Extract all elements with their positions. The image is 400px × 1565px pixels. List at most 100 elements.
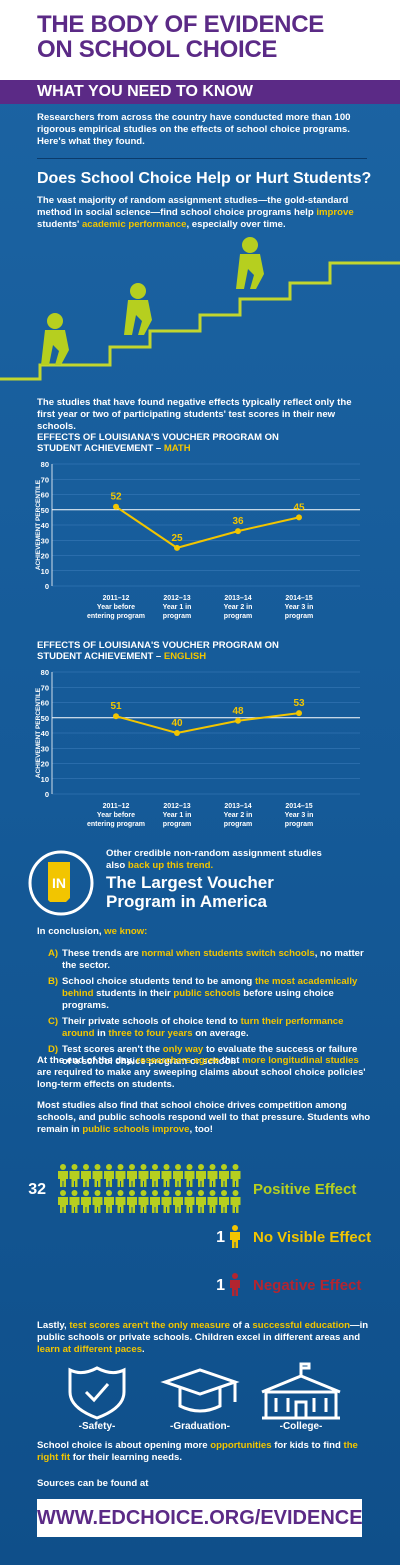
person-head	[221, 1190, 227, 1196]
data-label: 40	[171, 718, 183, 729]
y-axis-label: ACHIEVEMENT PERCENTILE	[35, 687, 42, 778]
data-point	[235, 528, 241, 535]
list-letter: C)	[48, 1016, 59, 1027]
person-head	[232, 1164, 239, 1170]
text-segment: opportunities	[210, 1440, 272, 1451]
text-segment: successful education	[252, 1320, 350, 1331]
y-axis-label: ACHIEVEMENT PERCENTILE	[35, 479, 42, 570]
outcome-label: -College-	[280, 1421, 323, 1432]
x-tick-label: 2013–14	[224, 595, 251, 602]
y-tick-label: 50	[41, 506, 49, 515]
y-tick-label: 0	[45, 790, 49, 799]
person-body	[69, 1171, 80, 1187]
y-tick-label: 60	[41, 491, 49, 500]
url: WWW.EDCHOICE.ORG/EVIDENCE	[37, 1499, 363, 1537]
y-tick-label: 30	[41, 744, 49, 753]
x-tick-label: 2011–12	[103, 803, 130, 810]
text-segment: , especially over time.	[186, 219, 286, 230]
person-head	[209, 1190, 216, 1196]
person-body	[81, 1171, 91, 1187]
person-body	[219, 1197, 229, 1213]
sources: Sources can be found at	[37, 1478, 149, 1489]
person-body	[138, 1171, 149, 1187]
text-segment: .	[142, 1344, 145, 1355]
data-label: 48	[232, 706, 244, 717]
data-point	[296, 710, 302, 717]
text-segment: Most studies also find that school choic…	[37, 1100, 371, 1135]
effect-label: Negative Effect	[253, 1277, 361, 1294]
y-tick-label: 70	[41, 683, 49, 692]
person-body	[150, 1171, 160, 1187]
text-segment: before using choice programs.	[62, 988, 334, 1011]
x-tick-label: Year 3 in	[285, 604, 314, 611]
text-segment: researchers agree	[136, 1055, 220, 1066]
person-head	[106, 1164, 112, 1170]
y-tick-label: 20	[41, 552, 49, 561]
y-tick-label: 0	[45, 582, 49, 591]
list-letter: D)	[48, 1044, 59, 1055]
person-body	[127, 1171, 137, 1187]
person-body	[230, 1197, 241, 1213]
text-segment: Their private schools of choice tend to	[62, 1016, 241, 1027]
person-head	[198, 1164, 204, 1170]
indiana-badge: IN	[28, 850, 94, 916]
person-body	[138, 1197, 149, 1213]
text-segment: are required to make any sweeping claims…	[37, 1067, 366, 1090]
person-body	[150, 1197, 160, 1213]
y-tick-label: 60	[41, 699, 49, 708]
x-tick-label: Year before	[97, 604, 135, 611]
text-segment: only way	[162, 1044, 204, 1055]
text-segment: we know:	[104, 926, 148, 937]
person-head	[83, 1190, 89, 1196]
text-segment: academic performance	[81, 219, 187, 230]
person-body	[81, 1197, 91, 1213]
person-head	[186, 1164, 193, 1170]
data-point	[113, 503, 119, 510]
x-tick-label: Year before	[97, 812, 135, 819]
person-head	[175, 1190, 181, 1196]
question: Does School Choice Help or Hurt Students…	[37, 170, 372, 187]
y-tick-label: 40	[41, 521, 49, 530]
x-tick-label: Year 3 in	[285, 812, 314, 819]
text-segment: learn at different paces	[37, 1344, 143, 1355]
person-body	[230, 1171, 241, 1187]
effects-chart: 32 Positive Effect 1 No Visible Effect 1 Nega…	[28, 1164, 371, 1296]
text-segment: normal when students switch schools	[141, 948, 315, 959]
staircase	[0, 237, 400, 381]
chart-subject: MATH	[163, 443, 191, 454]
paragraph: The vast majority of random assignment s…	[37, 195, 367, 231]
x-tick-label: entering program	[87, 613, 145, 620]
list-text: These trends are normal when students sw…	[62, 948, 364, 971]
list-text: Their private schools of choice tend to …	[62, 1016, 343, 1039]
x-tick-label: Year 1 in	[163, 812, 192, 819]
person-body	[69, 1197, 80, 1213]
text-segment: These trends are	[62, 948, 142, 959]
person-body	[115, 1171, 126, 1187]
person-body	[219, 1171, 229, 1187]
text-segment: , no matter the sector.	[62, 948, 364, 971]
indiana-heading: The Largest Voucher Program in America	[106, 873, 274, 911]
line-chart: 0 10 20 30 40 50 60 70 80 ACHIEVEMENT PERCENTILE 5…	[35, 460, 360, 620]
x-tick-label: 2014–15	[285, 803, 312, 810]
person-head	[152, 1190, 158, 1196]
x-tick-label: Year 2 in	[224, 812, 253, 819]
person-head	[232, 1225, 238, 1231]
effect-count: 32	[28, 1181, 46, 1198]
person-body	[184, 1171, 195, 1187]
person-head	[152, 1164, 158, 1170]
person-body	[207, 1171, 218, 1187]
y-tick-label: 50	[41, 714, 49, 723]
person-body	[230, 1280, 240, 1296]
list-item: B) School choice students tend to be amon…	[48, 976, 368, 1012]
person-head	[94, 1190, 101, 1196]
person-head	[209, 1164, 216, 1170]
text-segment: —in public schools or private schools. C…	[37, 1320, 369, 1343]
person-head	[129, 1190, 135, 1196]
chart-title-text: EFFECTS OF LOUISIANA'S VOUCHER PROGRAM O…	[37, 640, 279, 662]
text-segment: of a	[230, 1320, 253, 1331]
effect-label: No Visible Effect	[253, 1229, 371, 1246]
indiana-shape	[48, 862, 70, 902]
outcome-icons: -Safety- -Graduation- -College-	[68, 1362, 341, 1432]
title-line: ON SCHOOL CHOICE	[37, 36, 278, 63]
text-segment: more longitudinal studies	[242, 1055, 359, 1066]
